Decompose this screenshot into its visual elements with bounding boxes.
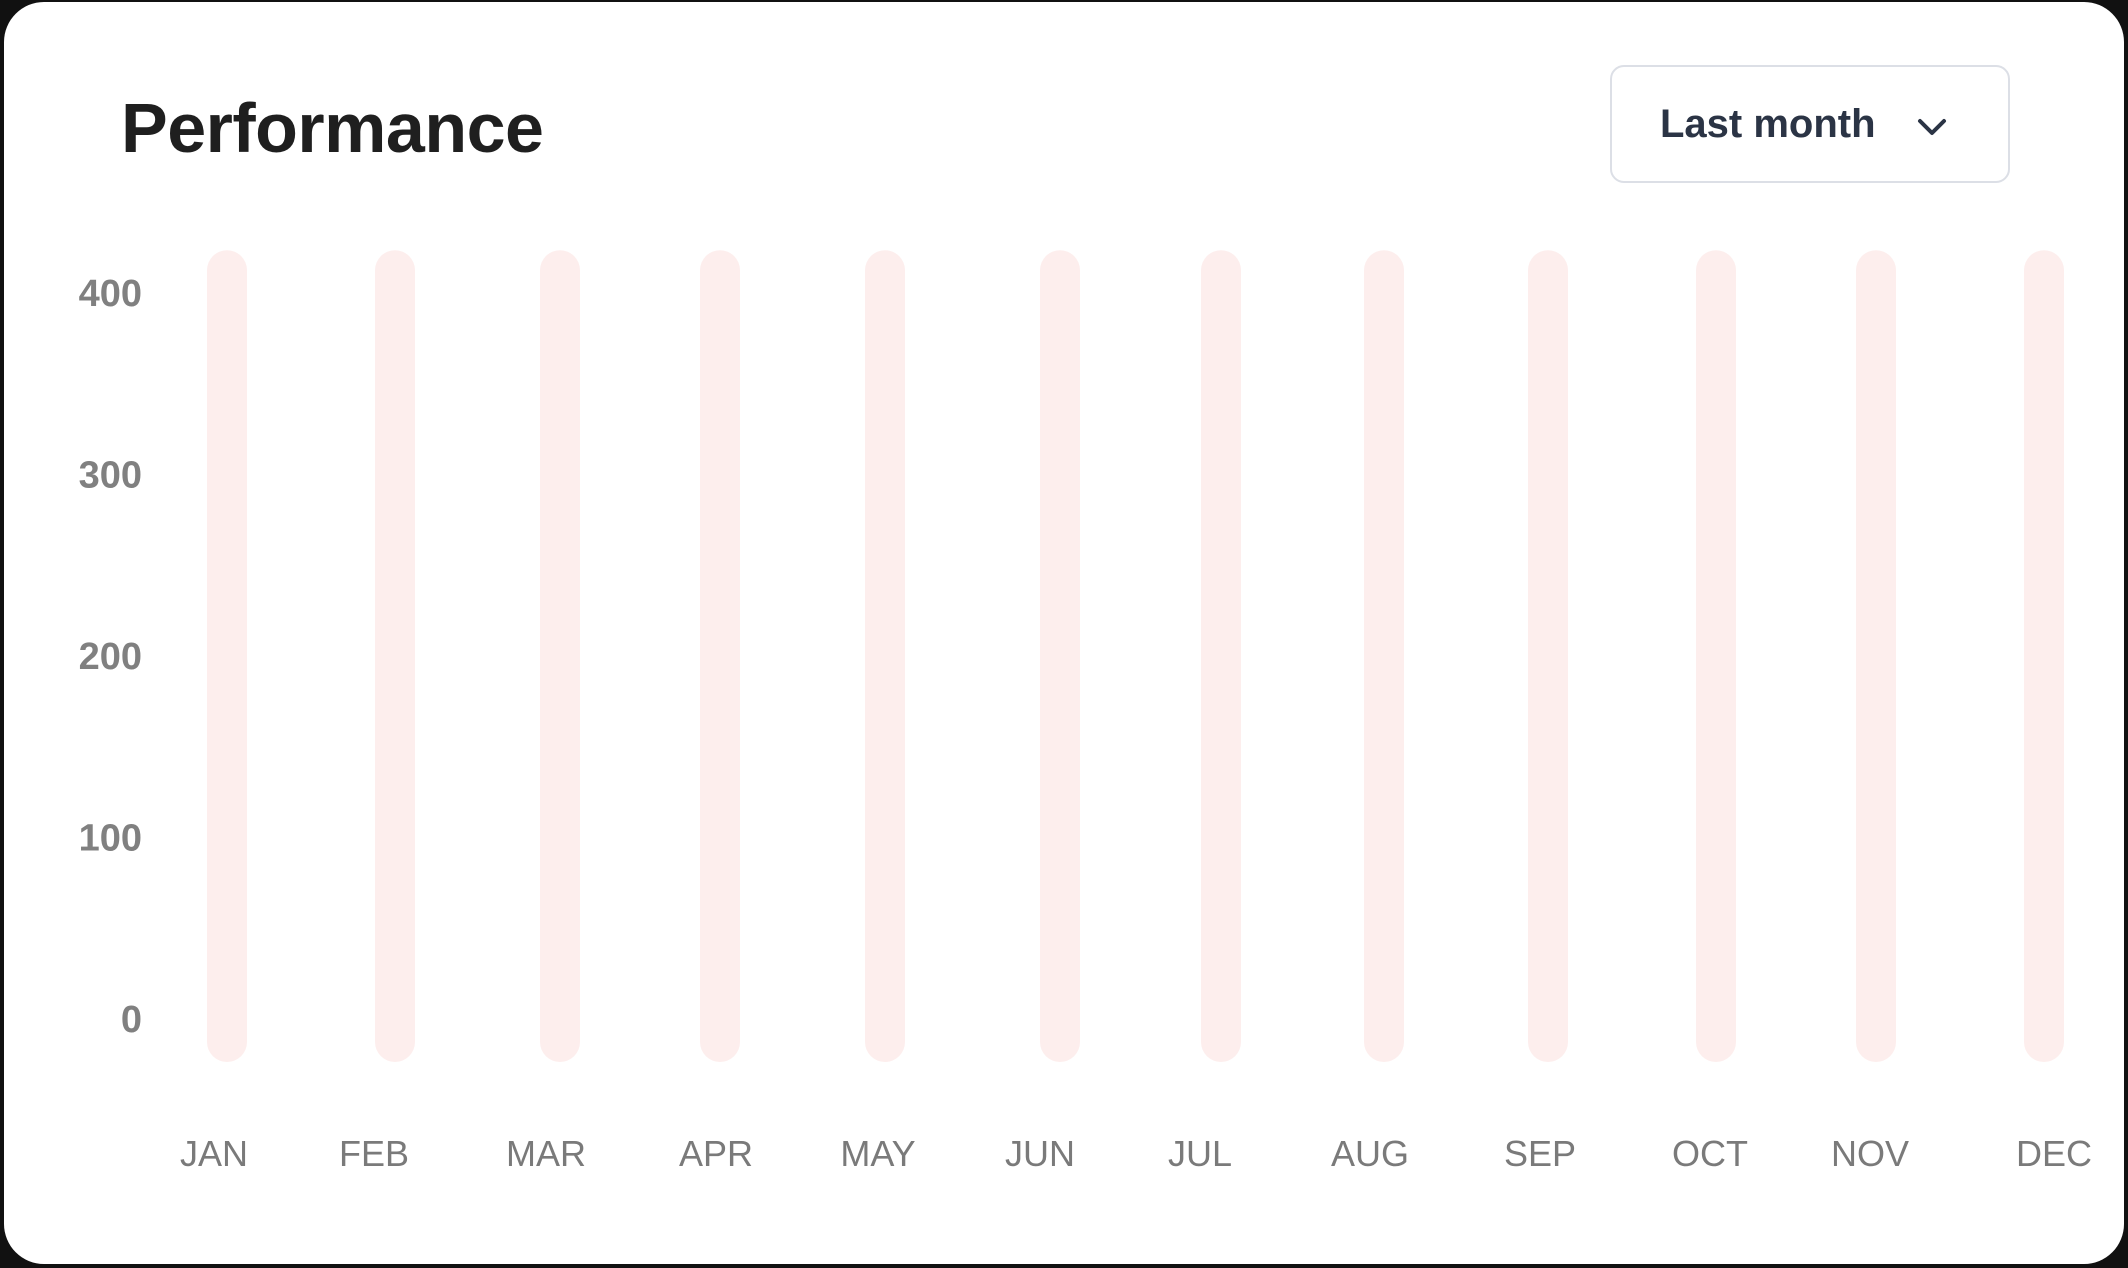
page-title: Performance [121, 89, 544, 167]
y-tick-label: 100 [79, 818, 142, 860]
performance-bar-chart: 0 100 200 300 400 JAN FEB MAR APR MAY JUN JUL AUG SE… [79, 250, 2092, 1174]
x-tick-label-may: MAY [840, 1133, 915, 1174]
y-axis: 0 100 200 300 400 [79, 273, 142, 1041]
y-tick-label: 400 [79, 273, 142, 315]
x-tick-label-apr: APR [679, 1133, 753, 1174]
x-tick-label-nov: NOV [1831, 1133, 1909, 1174]
x-tick-label-jun: JUN [1005, 1133, 1075, 1174]
y-tick-label: 0 [121, 999, 142, 1041]
x-tick-label-feb: FEB [339, 1133, 409, 1174]
bars [207, 250, 2064, 1062]
period-dropdown[interactable]: Last month [1610, 65, 2010, 183]
x-tick-label-jul: JUL [1168, 1133, 1232, 1174]
x-tick-label-aug: AUG [1331, 1133, 1409, 1174]
x-tick-label-dec: DEC [2016, 1133, 2092, 1174]
x-tick-label-jan: JAN [180, 1133, 248, 1174]
x-tick-label-sep: SEP [1504, 1133, 1576, 1174]
x-tick-label-oct: OCT [1672, 1133, 1748, 1174]
performance-card: Performance Last month 0 100 200 300 400 JAN… [4, 2, 2124, 1264]
chevron-down-icon [1918, 119, 1946, 135]
x-tick-label-mar: MAR [506, 1133, 586, 1174]
period-dropdown-label: Last month [1660, 101, 1876, 146]
y-tick-label: 200 [79, 636, 142, 678]
y-tick-label: 300 [79, 455, 142, 497]
x-axis: JAN FEB MAR APR MAY JUN JUL AUG SEP OCT NOV DEC [180, 1133, 2092, 1174]
